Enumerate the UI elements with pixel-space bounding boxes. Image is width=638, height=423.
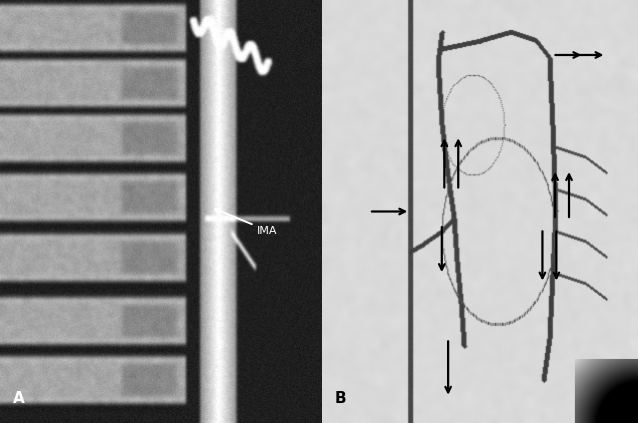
Text: A: A (13, 391, 25, 406)
Text: IMA: IMA (215, 209, 278, 236)
Text: B: B (334, 391, 346, 406)
